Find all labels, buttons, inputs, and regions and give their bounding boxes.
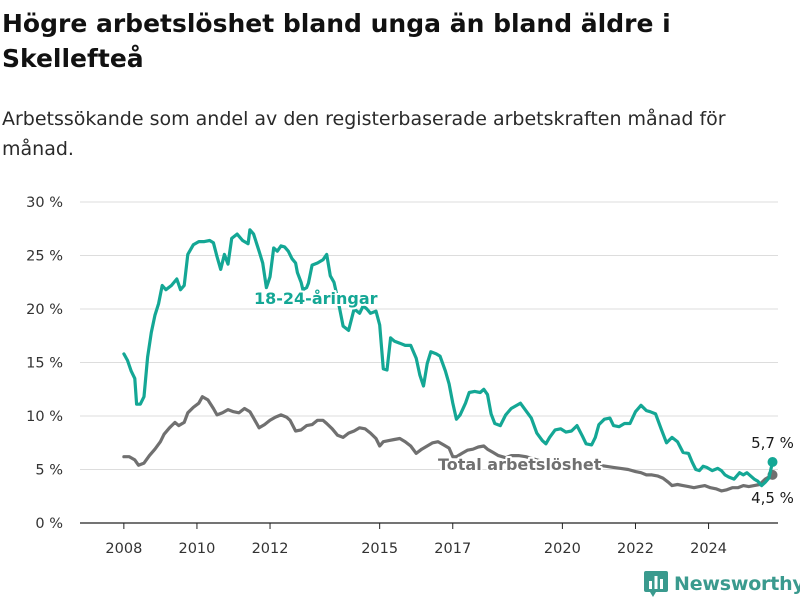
x-tick-label: 2012 — [252, 541, 289, 557]
x-axis-ticks: 2008 2010 2012 2015 2017 2020 2022 2024 — [105, 523, 727, 557]
y-tick-label: 30 % — [26, 195, 63, 211]
series-line-young — [122, 228, 775, 488]
y-tick-label: 20 % — [26, 302, 63, 318]
series-label-total: Total arbetslöshet — [438, 455, 602, 474]
x-tick-label: 2020 — [544, 541, 581, 557]
x-tick-label: 2008 — [105, 541, 142, 557]
series-label-young: 18-24-åringar — [254, 289, 378, 308]
y-tick-label: 25 % — [26, 249, 63, 265]
x-tick-label: 2024 — [690, 541, 727, 557]
brand-name: Newsworthy — [674, 573, 800, 595]
x-tick-label: 2017 — [434, 541, 471, 557]
y-tick-label: 15 % — [26, 356, 63, 372]
y-tick-label: 0 % — [35, 516, 63, 532]
newsworthy-logo: Newsworthy — [644, 570, 800, 598]
series-lines — [122, 228, 778, 493]
chart-subtitle: Arbetssökande som andel av den registerb… — [2, 108, 726, 160]
x-tick-label: 2022 — [617, 541, 654, 557]
x-tick-label: 2010 — [178, 541, 215, 557]
series-labels: 18-24-åringar Total arbetslöshet 5,7 % 4,5 … — [252, 287, 795, 508]
end-label-young: 5,7 % — [751, 434, 794, 452]
series-line-total — [122, 395, 775, 493]
chart-title: Högre arbetslöshet bland unga än bland ä… — [2, 9, 671, 73]
x-tick-label: 2015 — [361, 541, 398, 557]
end-point-young — [767, 457, 778, 468]
y-tick-label: 10 % — [26, 409, 63, 425]
bar-chart-logo-icon — [644, 571, 668, 597]
y-axis-ticks: 0 % 5 % 10 % 15 % 20 % 25 % 30 % — [26, 195, 63, 532]
end-label-total: 4,5 % — [751, 489, 794, 507]
y-tick-label: 5 % — [35, 463, 63, 479]
